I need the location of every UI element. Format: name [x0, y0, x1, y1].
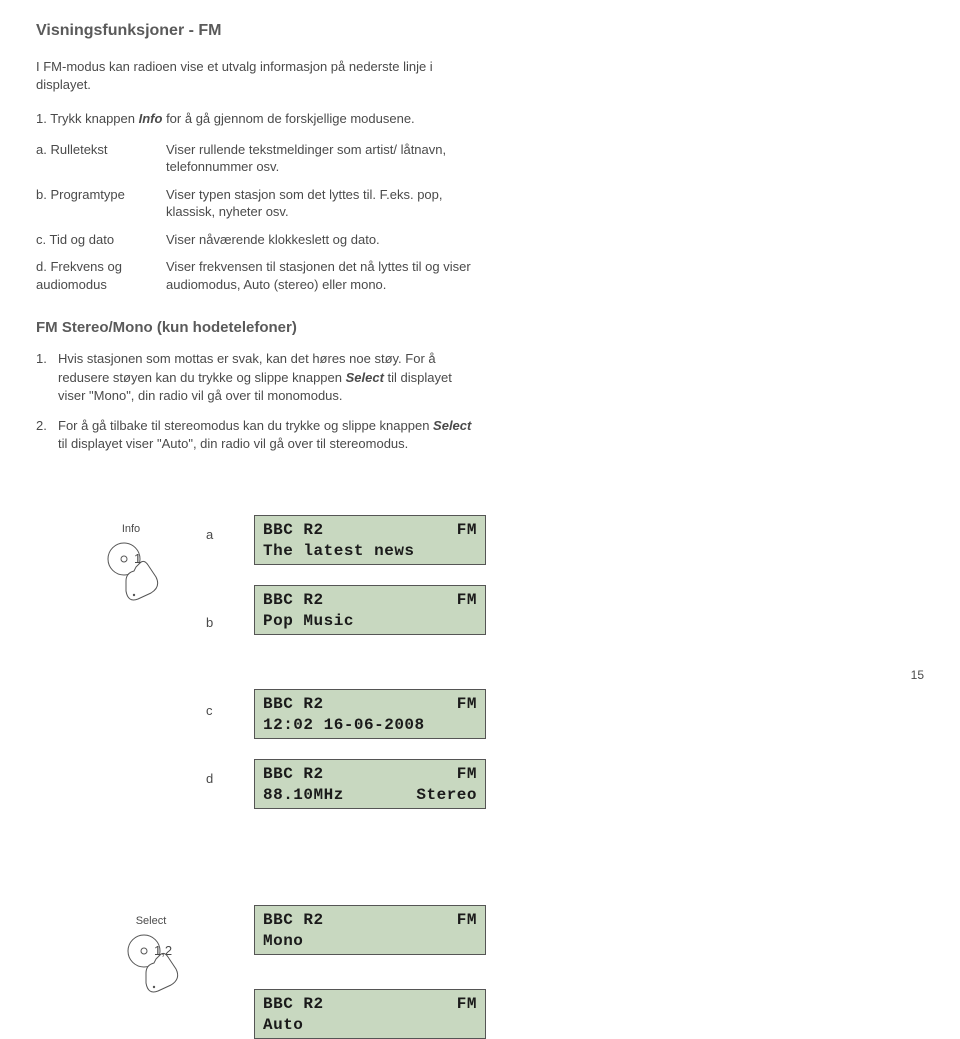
- press-illustration-info: Info 1: [86, 523, 176, 610]
- lcd-line2-left: Mono: [263, 931, 303, 952]
- lcd-line2-right: Stereo: [416, 785, 477, 806]
- lcd-line1-left: BBC R2: [263, 910, 324, 931]
- def-row: b. Programtype Viser typen stasjon som d…: [36, 186, 476, 231]
- item-number: 2.: [36, 417, 58, 453]
- lcd-line1-right: FM: [457, 694, 477, 715]
- def-key: b. Programtype: [36, 186, 166, 231]
- lcd-line2-left: Auto: [263, 1015, 303, 1036]
- lcd-display: BBC R2 FM Auto: [254, 989, 486, 1039]
- lcd-display: BBC R2 FM 12:02 16-06-2008: [254, 689, 486, 739]
- page-number: 15: [911, 668, 924, 682]
- list-item: 1. Hvis stasjonen som mottas er svak, ka…: [36, 350, 476, 405]
- ordered-steps: 1. Hvis stasjonen som mottas er svak, ka…: [36, 350, 476, 453]
- lcd-line1-right: FM: [457, 520, 477, 541]
- bold-word: Select: [346, 370, 384, 385]
- lcd-display: BBC R2 FM Pop Music: [254, 585, 486, 635]
- lcd-line2-left: The latest news: [263, 541, 415, 562]
- def-val: Viser nåværende klokkeslett og dato.: [166, 231, 476, 259]
- finger-press-icon: [96, 537, 166, 607]
- step1-post: for å gå gjennom de forskjellige modusen…: [162, 111, 414, 126]
- bold-word: Select: [433, 418, 471, 433]
- item-number: 1.: [36, 350, 58, 405]
- def-key: d. Frekvens og audiomodus: [36, 258, 166, 303]
- lcd-line1-left: BBC R2: [263, 520, 324, 541]
- item-text: For å gå tilbake til stereomodus kan du …: [58, 417, 476, 453]
- lcd-display: BBC R2 FM 88.10MHz Stereo: [254, 759, 486, 809]
- intro-text: I FM-modus kan radioen vise et utvalg in…: [36, 58, 476, 94]
- lcd-line1-left: BBC R2: [263, 764, 324, 785]
- press-label: Info: [86, 523, 176, 535]
- lcd-line2-left: 12:02 16-06-2008: [263, 715, 425, 736]
- lcd-line1-left: BBC R2: [263, 994, 324, 1015]
- lcd-line1-right: FM: [457, 994, 477, 1015]
- step1-pre: 1. Trykk knappen: [36, 111, 139, 126]
- lcd-line2-left: Pop Music: [263, 611, 354, 632]
- lcd-line2-left: 88.10MHz: [263, 785, 344, 806]
- step-1: 1. Trykk knappen Info for å gå gjennom d…: [36, 110, 476, 128]
- press-illustration-select: Select 1,2: [106, 915, 196, 1002]
- def-row: d. Frekvens og audiomodus Viser frekvens…: [36, 258, 476, 303]
- step1-button-name: Info: [139, 111, 163, 126]
- lcd-line1-left: BBC R2: [263, 694, 324, 715]
- label-letter: d: [206, 771, 213, 786]
- sub-heading: FM Stereo/Mono (kun hodetelefoner): [36, 319, 476, 336]
- label-letter: b: [206, 615, 213, 630]
- txt: til displayet viser "Auto", din radio vi…: [58, 436, 408, 451]
- def-key: c. Tid og dato: [36, 231, 166, 259]
- definitions-table: a. Rulletekst Viser rullende tekstmeldin…: [36, 141, 476, 304]
- press-step-number: 1: [134, 551, 141, 566]
- left-column: I FM-modus kan radioen vise et utvalg in…: [36, 58, 476, 465]
- lcd-line1-right: FM: [457, 764, 477, 785]
- def-val: Viser rullende tekstmeldinger som artist…: [166, 141, 476, 186]
- press-label: Select: [106, 915, 196, 927]
- txt: For å gå tilbake til stereomodus kan du …: [58, 418, 433, 433]
- lcd-display: BBC R2 FM Mono: [254, 905, 486, 955]
- lcd-display: BBC R2 FM The latest news: [254, 515, 486, 565]
- lcd-line1-right: FM: [457, 590, 477, 611]
- press-step-number: 1,2: [154, 943, 172, 958]
- label-letter: c: [206, 703, 213, 718]
- def-val: Viser typen stasjon som det lyttes til. …: [166, 186, 476, 231]
- item-text: Hvis stasjonen som mottas er svak, kan d…: [58, 350, 476, 405]
- def-val: Viser frekvensen til stasjonen det nå ly…: [166, 258, 476, 303]
- def-row: a. Rulletekst Viser rullende tekstmeldin…: [36, 141, 476, 186]
- def-row: c. Tid og dato Viser nåværende klokkesle…: [36, 231, 476, 259]
- def-key: a. Rulletekst: [36, 141, 166, 186]
- label-letter: a: [206, 527, 213, 542]
- list-item: 2. For å gå tilbake til stereomodus kan …: [36, 417, 476, 453]
- finger-press-icon: [116, 929, 186, 999]
- lcd-line1-right: FM: [457, 910, 477, 931]
- page-title: Visningsfunksjoner - FM: [36, 22, 924, 40]
- lcd-line1-left: BBC R2: [263, 590, 324, 611]
